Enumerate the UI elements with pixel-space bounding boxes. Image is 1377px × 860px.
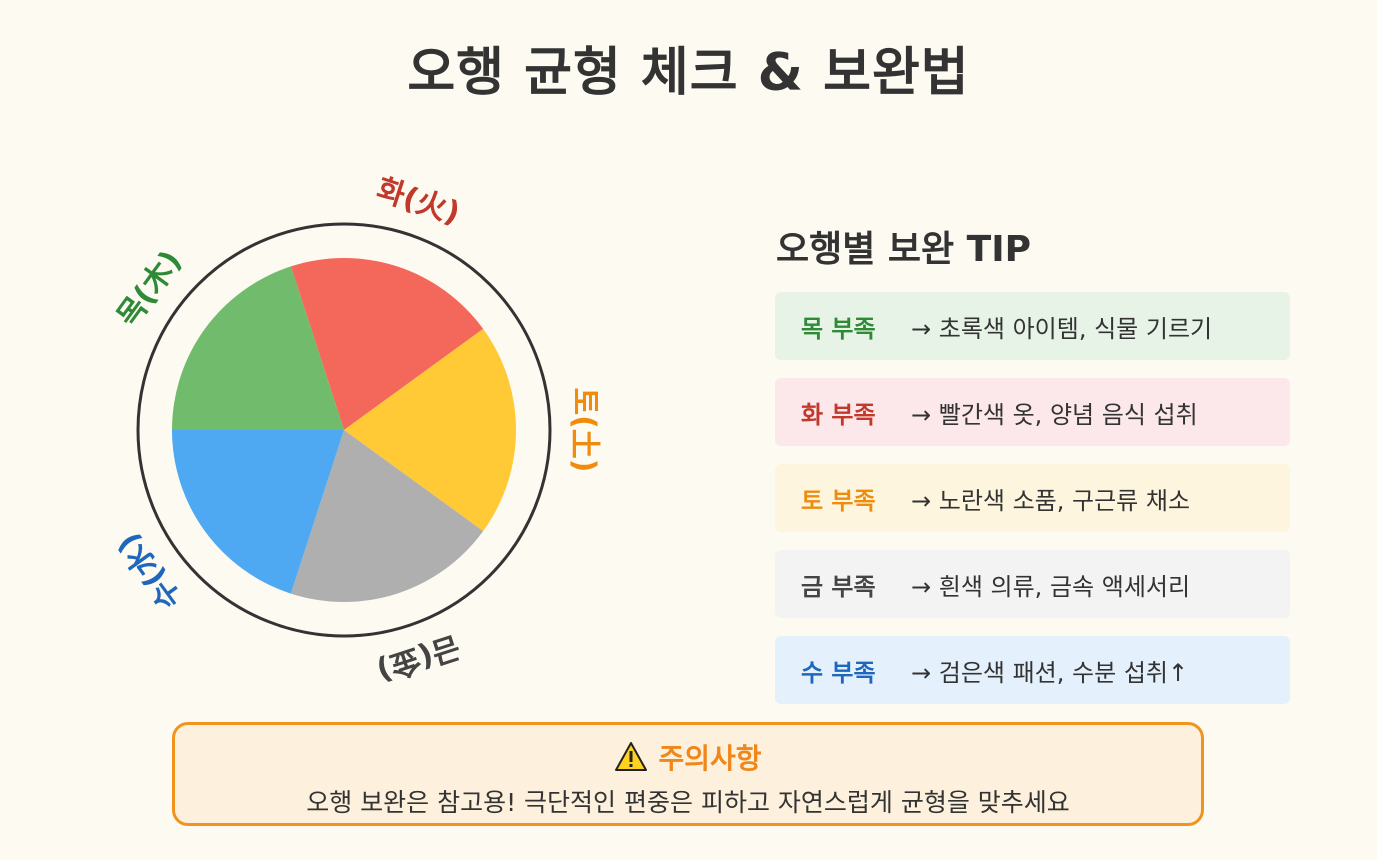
wheel-slice-fire xyxy=(290,258,484,430)
tip-text: → 검은색 패션, 수분 섭취↑ xyxy=(911,658,1189,687)
tip-key: 금 부족 xyxy=(801,572,876,601)
tip-earth: 토 부족 → 노란색 소품, 구근류 채소 xyxy=(775,464,1290,532)
tip-key: 목 부족 xyxy=(801,314,876,343)
wheel-label-wood: 목(木) xyxy=(111,244,189,333)
tip-wood: 목 부족 → 초록색 아이템, 식물 기르기 xyxy=(775,292,1290,360)
notice-box: 주의사항 오행 보완은 참고용! 극단적인 편중은 피하고 자연스럽게 균형을 … xyxy=(172,722,1204,826)
wheel-slice-wood xyxy=(172,266,344,430)
tip-key: 수 부족 xyxy=(801,658,876,687)
wheel-outer-ring xyxy=(136,222,552,638)
tips-heading: 오행별 보완 TIP xyxy=(776,229,1032,270)
tip-key: 화 부족 xyxy=(801,400,876,429)
five-elements-wheel: 화(火) 토(土) 금(金) 수(水) 목(木) xyxy=(111,172,602,688)
tip-text: → 흰색 의류, 금속 액세서리 xyxy=(911,572,1191,601)
page-title: 오행 균형 체크 & 보완법 xyxy=(407,43,970,103)
tip-fire: 화 부족 → 빨간색 옷, 양념 음식 섭취 xyxy=(775,378,1290,446)
tip-key: 토 부족 xyxy=(801,486,876,515)
wheel-slice-water xyxy=(172,430,344,594)
notice-text: 오행 보완은 참고용! 극단적인 편중은 피하고 자연스럽게 균형을 맞추세요 xyxy=(306,788,1070,817)
tip-text: → 초록색 아이템, 식물 기르기 xyxy=(911,314,1213,343)
wheel-slice-metal xyxy=(290,430,484,602)
wheel-label-metal: 금(金) xyxy=(372,628,464,688)
tip-text: → 노란색 소품, 구근류 채소 xyxy=(911,486,1191,515)
notice-header: 주의사항 xyxy=(175,737,1201,777)
wheel-label-water: 수(水) xyxy=(111,526,189,615)
notice-title: 주의사항 xyxy=(658,742,762,775)
tip-water: 수 부족 → 검은색 패션, 수분 섭취↑ xyxy=(775,636,1290,704)
tip-text: → 빨간색 옷, 양념 음식 섭취 xyxy=(911,400,1198,429)
wheel-label-earth: 토(土) xyxy=(567,387,602,472)
warning-icon xyxy=(615,742,648,771)
wheel-label-fire: 화(火) xyxy=(372,172,464,232)
tip-metal: 금 부족 → 흰색 의류, 금속 액세서리 xyxy=(775,550,1290,618)
wheel-slice-earth xyxy=(344,328,516,532)
